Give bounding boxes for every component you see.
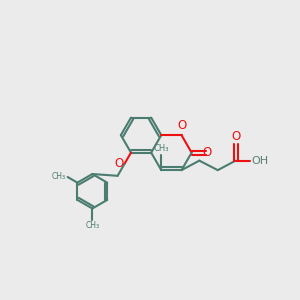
Text: CH₃: CH₃ (85, 221, 99, 230)
Text: O: O (114, 158, 123, 170)
Text: CH₃: CH₃ (154, 144, 169, 153)
Text: OH: OH (251, 156, 268, 166)
Text: O: O (203, 146, 212, 159)
Text: CH₃: CH₃ (52, 172, 66, 182)
Text: O: O (177, 118, 186, 132)
Text: O: O (231, 130, 240, 142)
